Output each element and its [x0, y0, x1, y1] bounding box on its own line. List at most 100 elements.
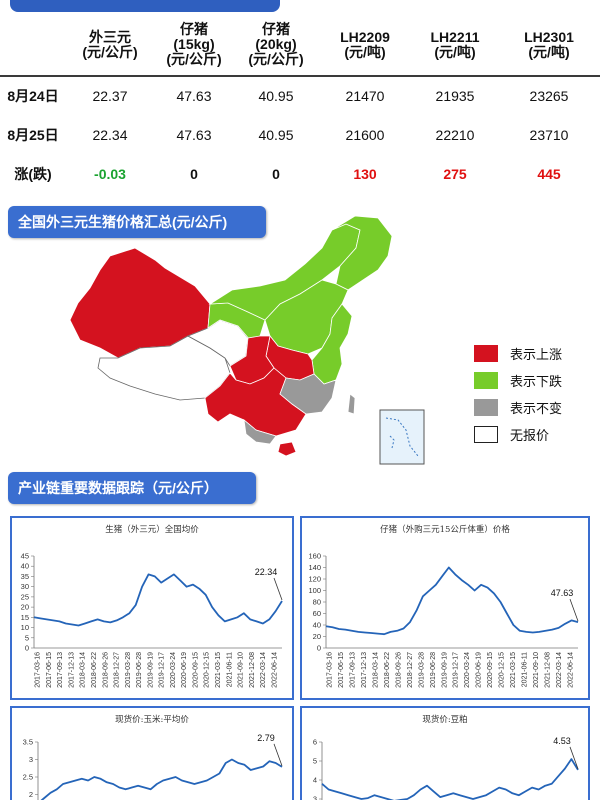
header-unit: (元/公斤) — [248, 51, 304, 67]
series-line — [325, 566, 579, 636]
header-col-4: LH2211 (元/吨) — [412, 14, 498, 77]
series-line — [40, 758, 283, 800]
y-tick-label: 6 — [313, 738, 317, 747]
chart-title: 现货价:玉米:平均价 — [115, 714, 189, 725]
chart-soymeal-price: 现货价:豆粕234564.53 — [313, 714, 579, 800]
legend-item: 无报价 — [474, 421, 562, 448]
chart-panel-soymeal-price: 现货价:豆粕234564.53 — [300, 706, 590, 800]
header-name: 仔猪 — [180, 21, 208, 37]
x-tick-label: 2018-06-22 — [384, 652, 391, 688]
legend-swatch-down — [474, 372, 498, 389]
header-unit: (元/吨) — [344, 43, 386, 60]
y-tick-label: 20 — [21, 603, 29, 612]
x-tick-label: 2020-03-24 — [170, 652, 177, 688]
header-col-3: LH2209 (元/吨) — [318, 14, 412, 77]
change-cell: 0 — [272, 165, 280, 182]
x-tick-label: 2020-12-15 — [204, 652, 211, 688]
chart-panel-hog-price: 生猪（外三元）全国均价 0 5 10 15 20 25 30 35 40 45 2017-03-16 2… — [10, 516, 294, 700]
x-tick-label: 2021-09-10 — [238, 652, 245, 688]
x-tick-label: 2017-03-16 — [327, 652, 334, 688]
legend-label: 表示下跌 — [510, 374, 563, 389]
x-tick-label: 2021-12-08 — [249, 652, 256, 688]
header-name: LH2209 — [340, 28, 390, 45]
header-col-1: 仔猪 (15kg) (元/公斤) — [154, 14, 234, 77]
change-row: 涨(跌) -0.03 0 0 130 275 445 — [0, 154, 600, 193]
last-value-label: 4.53 — [553, 736, 571, 746]
change-cell: -0.03 — [94, 165, 126, 182]
y-tick-label: 0 — [317, 644, 321, 653]
table-cell: 21935 — [435, 88, 475, 104]
y-tick-label: 2.5 — [23, 773, 33, 782]
x-tick-label: 2020-09-15 — [487, 652, 494, 688]
header-name: LH2301 — [524, 28, 574, 45]
map-region-guangxi — [243, 419, 277, 445]
x-tick-label: 2020-06-19 — [476, 652, 483, 688]
table-cell: 47.63 — [176, 126, 212, 143]
table-cell: 22.37 — [92, 88, 128, 104]
x-tick-label: 2019-12-17 — [159, 652, 166, 688]
x-tick-label: 2018-12-27 — [114, 652, 121, 688]
header-col-5: LH2301 (元/吨) — [498, 14, 600, 77]
series-line — [33, 573, 283, 627]
x-tick-label: 2021-06-11 — [226, 652, 233, 687]
y-tick-label: 0 — [25, 644, 29, 653]
x-tick-label: 2019-09-19 — [147, 652, 154, 688]
x-tick-label: 2017-06-15 — [338, 652, 345, 688]
chart-title: 生猪（外三元）全国均价 — [105, 524, 199, 535]
x-tick-label: 2017-09-13 — [57, 652, 64, 688]
header-unit: (元/公斤) — [82, 43, 138, 60]
legend-label: 表示不变 — [510, 401, 563, 416]
top-banner — [10, 0, 280, 12]
table-row: 8月24日 22.37 47.63 40.95 21470 21935 2326… — [0, 76, 600, 115]
x-tick-label: 2017-03-16 — [35, 652, 42, 688]
x-tick-label: 2018-09-26 — [102, 652, 109, 688]
map-section-title: 全国外三元生猪价格汇总(元/公斤) — [8, 206, 266, 238]
map-legend: 表示上涨 表示下跌 表示不变 无报价 — [474, 340, 562, 448]
x-tick-label: 2018-12-27 — [407, 652, 414, 688]
table-row: 8月25日 22.34 47.63 40.95 21600 22210 2371… — [0, 115, 600, 154]
y-tick-label: 4 — [313, 776, 317, 785]
x-tick-label: 2022-06-14 — [567, 652, 574, 688]
legend-swatch-unchanged — [474, 399, 498, 416]
chain-section-title: 产业链重要数据跟踪（元/公斤） — [8, 472, 256, 504]
y-tick-label: 160 — [308, 552, 321, 561]
x-tick-label: 2020-09-15 — [192, 652, 199, 688]
map-region-south-gray — [279, 373, 337, 415]
annotation-arrow — [273, 743, 283, 766]
table-cell: 21470 — [345, 88, 385, 104]
y-tick-label: 10 — [21, 623, 29, 632]
x-tick-label: 2017-09-13 — [350, 652, 357, 688]
y-tick-label: 3 — [313, 795, 317, 800]
x-tick-label: 2018-03-14 — [80, 652, 87, 688]
x-tick-label: 2019-09-19 — [441, 652, 448, 688]
annotation-arrow — [569, 598, 579, 622]
y-tick-label: 15 — [21, 613, 29, 622]
x-tick-label: 2020-12-15 — [499, 652, 506, 688]
y-tick-label: 5 — [313, 757, 317, 766]
table-cell: 23710 — [529, 126, 569, 143]
change-cell: 275 — [443, 165, 467, 182]
x-tick-label: 2019-06-28 — [136, 652, 143, 688]
last-value-label: 47.63 — [551, 588, 574, 598]
y-tick-label: 3.5 — [23, 738, 33, 747]
x-tick-label: 2021-09-10 — [533, 652, 540, 688]
x-tick-label: 2017-06-15 — [46, 652, 53, 688]
y-tick-label: 140 — [308, 563, 321, 572]
series-line — [321, 758, 579, 800]
header-unit: (元/吨) — [434, 43, 476, 60]
row-date: 8月24日 — [7, 88, 59, 104]
x-tick-label: 2018-06-22 — [91, 652, 98, 688]
header-date — [0, 14, 66, 77]
legend-item: 表示上涨 — [474, 340, 562, 367]
header-sub: (15kg) — [173, 36, 215, 52]
table-cell: 22.34 — [92, 126, 128, 143]
table-cell: 21600 — [345, 126, 385, 143]
header-unit: (元/吨) — [528, 43, 570, 60]
y-tick-label: 35 — [21, 572, 29, 581]
x-tick-label: 2019-03-28 — [125, 652, 132, 688]
y-tick-label: 2 — [29, 790, 33, 799]
chart-piglet-price: 仔猪（外购三元15公斤体重）价格 0 20 40 60 80 100 120 140 160 201… — [308, 524, 579, 688]
x-tick-label: 2019-03-28 — [418, 652, 425, 688]
x-tick-label: 2020-03-24 — [464, 652, 471, 688]
annotation-arrow — [569, 746, 579, 770]
